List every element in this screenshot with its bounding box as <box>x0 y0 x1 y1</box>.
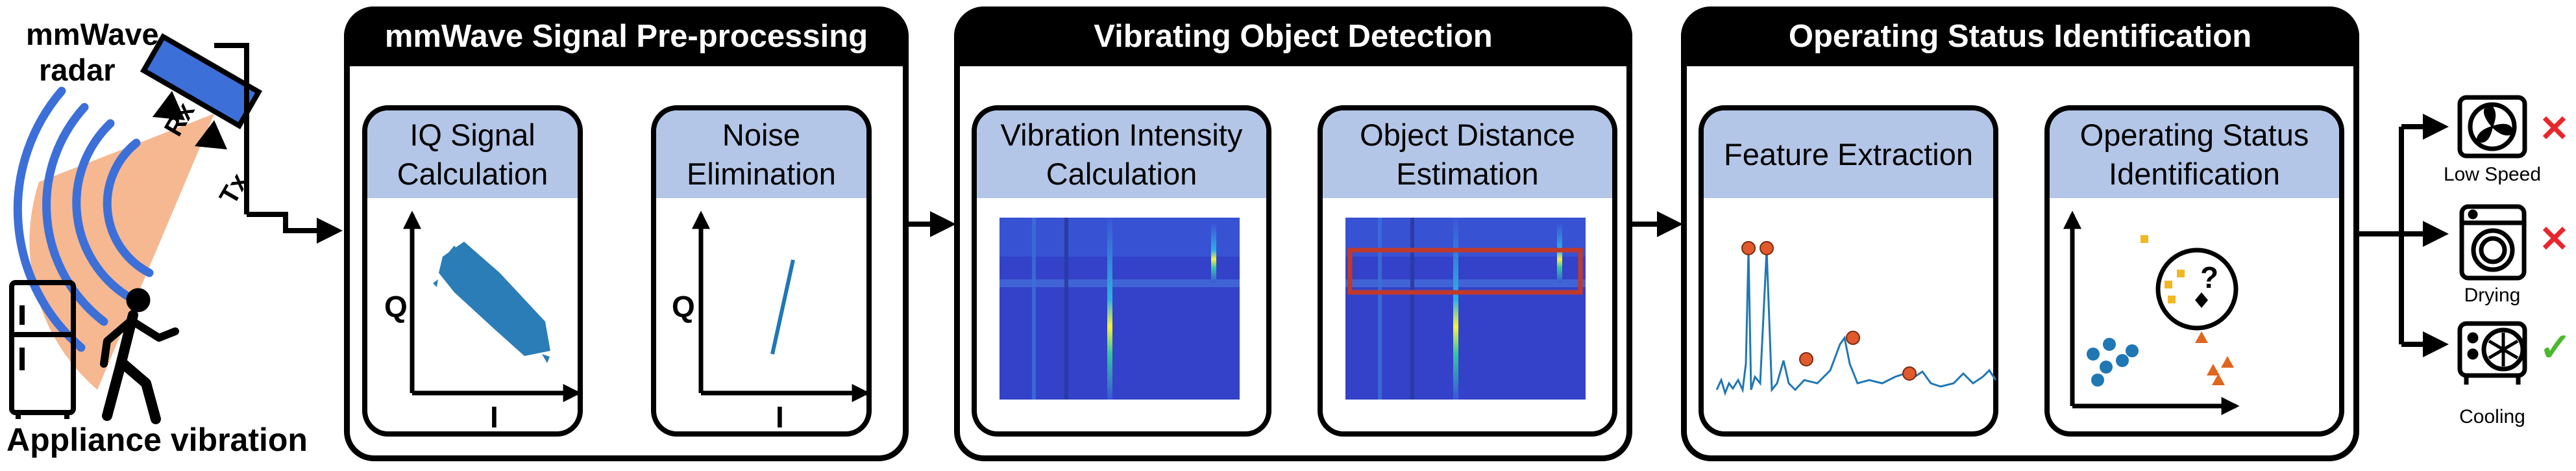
object-detection-title: Vibrating Object Detection <box>954 6 1632 66</box>
fridge-icon <box>9 280 76 419</box>
feature-extraction-card: Feature Extraction <box>1699 105 1998 437</box>
radar-device-icon <box>140 33 263 214</box>
card-title-line2: Elimination <box>687 156 836 191</box>
output-branch-arrows <box>2359 114 2449 357</box>
card-title-line1: Feature Extraction <box>1723 136 1973 172</box>
card-title-line2: Calculation <box>1046 156 1197 191</box>
noise-x-axis-label: I <box>776 400 784 434</box>
noise-y-axis-label: Q <box>672 290 695 324</box>
output-label-low-speed: Low Speed <box>2443 164 2542 185</box>
card-title-line2: Calculation <box>397 156 548 191</box>
card-header <box>656 110 866 198</box>
cross-icon: ✕ <box>2539 218 2570 259</box>
preprocessing-title: mmWave Signal Pre-processing <box>344 6 909 66</box>
card-header <box>977 110 1266 198</box>
appliance-vibration-label: Appliance vibration <box>6 422 308 458</box>
person-icon <box>100 288 179 424</box>
iq-signal-card: IQ Signal Calculation <box>362 105 583 437</box>
unknown-mark: ? <box>2200 261 2219 294</box>
radar-wave-icon <box>13 86 154 352</box>
iq-x-axis-label: I <box>490 400 498 434</box>
output-label-cooling: Cooling <box>2459 406 2525 427</box>
card-title-line1: Object Distance <box>1360 117 1575 152</box>
card-header <box>1704 110 1993 198</box>
washer-icon <box>2459 204 2527 281</box>
noise-elimination-card: Noise Elimination <box>651 105 872 437</box>
cross-icon: ✕ <box>2539 108 2570 149</box>
card-header <box>1323 110 1612 198</box>
output-label-drying: Drying <box>2464 285 2521 306</box>
card-title-line1: Operating Status <box>2079 117 2309 152</box>
iq-y-axis-label: Q <box>384 290 408 324</box>
card-title-line2: Estimation <box>1396 156 1539 191</box>
ac-unit-icon <box>2457 321 2527 385</box>
status-identification-card: Operating Status Identification <box>2044 105 2344 437</box>
fan-icon <box>2457 95 2527 159</box>
distance-estimation-card: Object Distance Estimation <box>1318 105 1617 437</box>
radar-label-line1: mmWave <box>26 17 159 51</box>
card-title-line1: Vibration Intensity <box>1000 117 1243 152</box>
vibration-intensity-card: Vibration Intensity Calculation <box>972 105 1271 437</box>
card-title-line1: Noise <box>722 117 801 152</box>
status-identification-title: Operating Status Identification <box>1681 6 2359 66</box>
card-title-line2: Identification <box>2109 156 2280 191</box>
radar-label-line2: radar <box>39 53 116 87</box>
card-title-line1: IQ Signal <box>410 117 535 152</box>
card-header <box>367 110 578 198</box>
card-header <box>2050 110 2339 198</box>
radar-to-preprocessing-arrow <box>247 212 343 244</box>
check-icon: ✓ <box>2539 325 2572 369</box>
